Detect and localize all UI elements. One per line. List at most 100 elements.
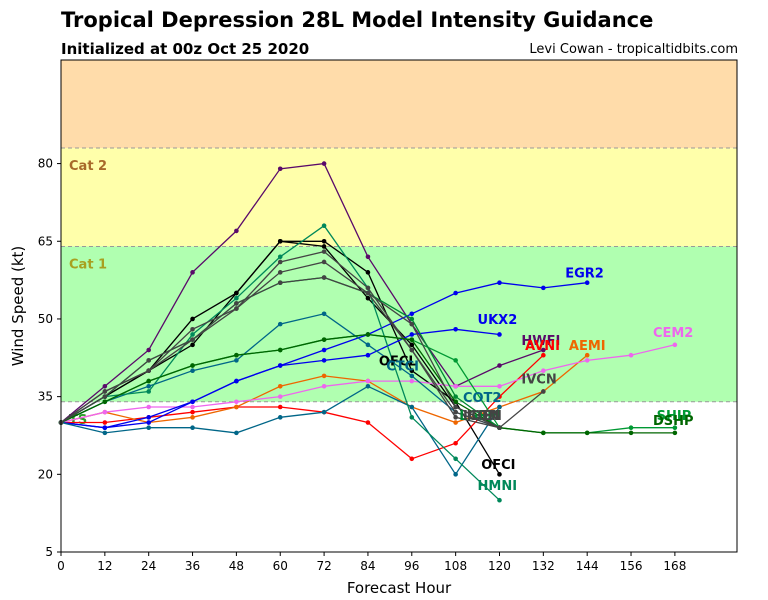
point-hmni [234, 295, 239, 301]
x-tick-label: 156 [620, 559, 643, 573]
point-igen [234, 301, 239, 306]
x-tick-label: 120 [488, 559, 511, 573]
y-tick-label: 35 [38, 390, 53, 404]
point-igen [497, 425, 502, 431]
y-axis: 5 20 35 50 65 80 [38, 157, 61, 559]
point-ukx2 [102, 425, 108, 431]
label-ivcn: IVCN [521, 373, 556, 388]
label-hmni: HMNI [478, 479, 518, 494]
band-cat-2 [61, 60, 737, 149]
x-tick-label: 84 [360, 559, 375, 573]
point-lgem [453, 394, 458, 399]
label-egr2: EGR2 [565, 267, 604, 282]
x-tick-label: 96 [404, 559, 419, 573]
point-hmni [409, 415, 415, 420]
point-cem2 [102, 409, 108, 415]
point-cem2 [584, 358, 590, 363]
point-ship [628, 425, 634, 431]
point-cot2 [321, 311, 327, 317]
point-hwfi [190, 270, 195, 275]
point-icon [102, 389, 108, 394]
x-tick-label: 72 [316, 559, 331, 573]
point-aemi [584, 352, 590, 358]
point-ofcl [365, 295, 371, 301]
point-dshp [277, 347, 283, 353]
chart-credit: Levi Cowan - tropicaltidbits.com [529, 42, 738, 57]
label-ofcl: OFCL [379, 355, 417, 370]
point-ofci [190, 342, 195, 348]
point-cem2 [234, 399, 239, 405]
point-igen [277, 280, 283, 285]
x-tick-label: 12 [97, 559, 112, 573]
point-dshp [321, 337, 327, 342]
point-ofcl [277, 238, 283, 244]
point-ctci [102, 430, 108, 436]
point-ivcn [541, 389, 546, 394]
point-ukx2 [409, 332, 415, 337]
point-ship [453, 358, 458, 363]
point-ukx2 [146, 415, 151, 420]
point-egr2 [497, 280, 502, 285]
point-ofcl [409, 342, 415, 348]
y-axis-label: Wind Speed (kt) [9, 246, 27, 367]
point-ivcn [277, 259, 283, 265]
point-aemi [190, 415, 195, 420]
series-avni [58, 352, 546, 462]
point-ctci [321, 409, 327, 415]
point-igen [453, 404, 458, 410]
point-igen [190, 337, 195, 342]
point-avni [497, 394, 502, 399]
point-icon [146, 368, 151, 374]
point-ctci [234, 430, 239, 436]
chart-subtitle: Initialized at 00z Oct 25 2020 [61, 40, 310, 58]
point-dshp [672, 430, 678, 436]
point-cem2 [409, 378, 415, 384]
point-hmni [277, 254, 283, 260]
x-axis: 0 12 24 36 48 60 72 84 96 108 120 132 144 156 168 [57, 552, 686, 573]
point-aemi [277, 383, 283, 389]
point-hmni [497, 497, 502, 503]
point-ofcl [190, 316, 195, 322]
point-dshp [453, 399, 458, 405]
point-ofcl [234, 290, 239, 296]
point-ukx2 [497, 332, 502, 337]
x-tick-label: 60 [273, 559, 288, 573]
point-cem2 [453, 383, 458, 389]
point-cot2 [146, 383, 151, 389]
label-ukx2: UKX2 [478, 313, 518, 328]
point-cem2 [277, 394, 283, 399]
point-igen [146, 358, 151, 363]
point-dshp [234, 352, 239, 358]
point-aemi [321, 373, 327, 379]
point-icon [409, 347, 415, 353]
point-egr2 [146, 420, 151, 425]
point-egr2 [453, 290, 458, 296]
label-ofci: OFCI [481, 458, 515, 473]
label-igen: IGEN [467, 409, 502, 424]
point-egr2 [584, 280, 590, 285]
point-hwfi [497, 363, 502, 368]
point-dshp [584, 430, 590, 436]
point-ctci [497, 404, 502, 410]
series-line-avni [61, 354, 544, 460]
point-ofci [321, 238, 327, 244]
point-egr2 [541, 285, 546, 291]
point-hmni [321, 223, 327, 229]
point-cot2 [190, 368, 195, 374]
y-tick-label: 5 [45, 545, 53, 559]
x-tick-label: 0 [57, 559, 65, 573]
point-ivcn [453, 409, 458, 415]
point-avni [190, 409, 195, 415]
chart-title: Tropical Depression 28L Model Intensity … [61, 8, 654, 32]
x-axis-label: Forecast Hour [347, 579, 452, 597]
point-ctci [190, 425, 195, 431]
point-cot2 [277, 321, 283, 327]
label-icon: ICON [463, 409, 499, 424]
point-avni [102, 420, 108, 425]
point-dshp [541, 430, 546, 436]
point-ofci [497, 472, 502, 477]
band-label-cat-1: Cat 1 [69, 257, 107, 272]
